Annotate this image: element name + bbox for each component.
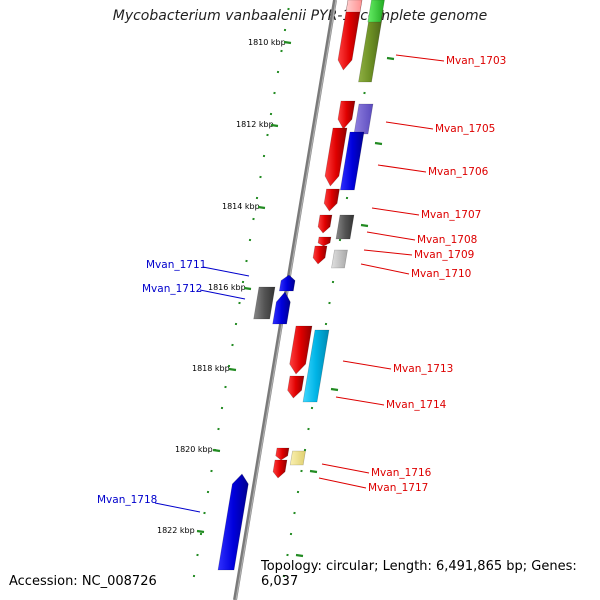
feature-cyan-gene[interactable] xyxy=(302,329,330,403)
feature-tick-mark xyxy=(309,469,318,474)
tick-label: 1812 kbp xyxy=(236,120,274,129)
tick-label: 1818 kbp xyxy=(192,364,230,373)
gene-label-mvan-1714[interactable]: Mvan_1714 xyxy=(386,399,447,411)
feature-tick-mark xyxy=(386,56,395,61)
feature-mvan-1711[interactable] xyxy=(278,274,296,292)
feature-tick-mark xyxy=(360,223,369,228)
feature-gray-left[interactable] xyxy=(253,286,276,320)
tick-label: 1816 kbp xyxy=(208,283,246,292)
feature-mvan-1716[interactable] xyxy=(275,447,290,461)
kbp-tick-mark xyxy=(243,286,252,291)
feature-mvan-1714[interactable] xyxy=(287,375,305,399)
kbp-tick-mark xyxy=(196,529,205,534)
tick-label: 1820 kbp xyxy=(175,445,213,454)
map-title: Mycobacterium vanbaalenii PYR-1, complet… xyxy=(112,8,488,24)
feature-lightgray-gene[interactable] xyxy=(331,249,348,269)
feature-blue-gene[interactable] xyxy=(339,131,365,191)
gene-label-mvan-1713[interactable]: Mvan_1713 xyxy=(393,363,453,375)
gene-label-mvan-1718[interactable]: Mvan_1718 xyxy=(97,494,157,506)
feature-mvan-1718[interactable] xyxy=(217,473,249,571)
feature-gray-gene[interactable] xyxy=(335,214,355,240)
gene-label-mvan-1709[interactable]: Mvan_1709 xyxy=(414,249,474,261)
gene-label-mvan-1712[interactable]: Mvan_1712 xyxy=(142,283,202,295)
gene-label-mvan-1717[interactable]: Mvan_1717 xyxy=(368,482,428,494)
gene-label-mvan-1710[interactable]: Mvan_1710 xyxy=(411,268,471,280)
feature-tick-mark xyxy=(295,553,304,558)
feature-mvan-1717[interactable] xyxy=(272,459,288,479)
feature-green-gene[interactable] xyxy=(367,0,385,23)
feature-tick-mark xyxy=(330,387,339,392)
feature-mvan-1703[interactable] xyxy=(337,0,363,71)
feature-mvan-1709[interactable] xyxy=(312,245,328,265)
accession-text: Accession: NC_008726 xyxy=(9,574,157,589)
tick-label: 1814 kbp xyxy=(222,202,260,211)
feature-khaki-gene[interactable] xyxy=(289,450,306,466)
gene-label-mvan-1708[interactable]: Mvan_1708 xyxy=(417,234,477,246)
gene-label-mvan-1707[interactable]: Mvan_1707 xyxy=(421,209,481,221)
gene-label-mvan-1711[interactable]: Mvan_1711 xyxy=(146,259,206,271)
feature-mvan-1713[interactable] xyxy=(289,325,313,375)
gene-label-mvan-1705[interactable]: Mvan_1705 xyxy=(435,123,495,135)
kbp-tick-mark xyxy=(228,367,237,372)
tick-label: 1822 kbp xyxy=(157,526,195,535)
feature-red-small[interactable] xyxy=(317,236,332,247)
feature-tick-mark xyxy=(374,141,383,146)
kbp-tick-mark xyxy=(212,448,221,453)
feature-mvan-1706[interactable] xyxy=(324,127,348,187)
tick-label: 1810 kbp xyxy=(248,38,286,47)
label-leaders xyxy=(154,54,445,513)
topology-text: Topology: circular; Length: 6,491,865 bp… xyxy=(261,559,577,589)
feature-slate-gene[interactable] xyxy=(353,103,374,135)
feature-mvan-1705[interactable] xyxy=(337,100,356,130)
feature-mvan-1708[interactable] xyxy=(317,214,333,234)
gene-label-mvan-1703[interactable]: Mvan_1703 xyxy=(446,55,506,67)
kbp-tick-mark xyxy=(270,123,279,128)
gene-labels: Mvan_1703 Mvan_1705 Mvan_1706 Mvan_1707 … xyxy=(97,55,506,506)
kbp-tick-mark xyxy=(283,40,292,45)
feature-mvan-1707[interactable] xyxy=(323,188,340,212)
feature-mvan-1712[interactable] xyxy=(272,291,291,325)
gene-features xyxy=(217,0,395,571)
gene-label-mvan-1706[interactable]: Mvan_1706 xyxy=(428,166,489,178)
gene-label-mvan-1716[interactable]: Mvan_1716 xyxy=(371,467,432,479)
kbp-tick-mark xyxy=(257,205,266,210)
kbp-ticks: 1810 kbp 1812 kbp 1814 kbp 1816 kbp 1818… xyxy=(157,38,292,535)
feature-pink-gene[interactable] xyxy=(345,0,363,13)
